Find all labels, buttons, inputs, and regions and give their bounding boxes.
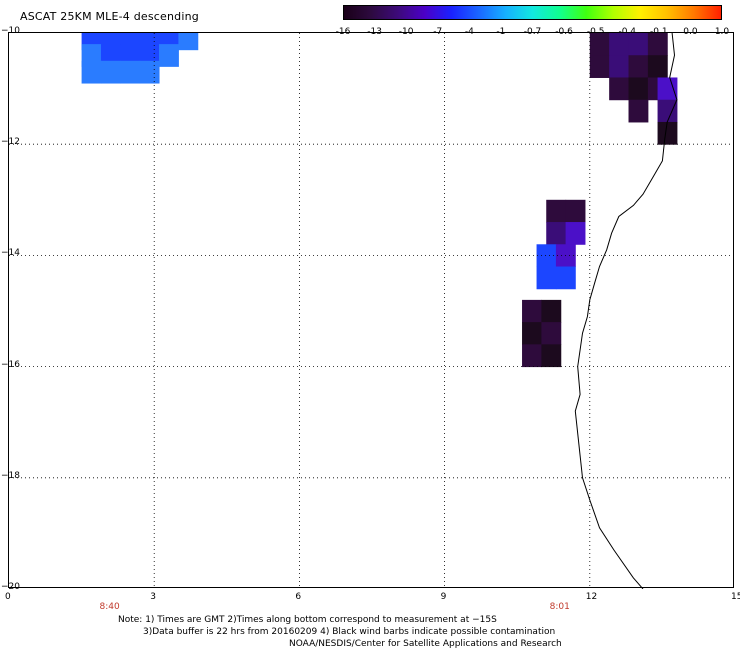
mle-cell xyxy=(522,344,542,368)
y-tick-label: −16 xyxy=(1,359,20,370)
mle-cell xyxy=(100,60,121,84)
x-tick-label: 12 xyxy=(585,592,598,602)
x-tick-label: 3 xyxy=(150,592,156,602)
mle-cell xyxy=(657,99,678,123)
mle-cell xyxy=(546,222,567,245)
mle-cell xyxy=(81,60,102,84)
x-tick-label: 0 xyxy=(5,592,11,602)
x-tick-label: 9 xyxy=(440,592,447,602)
mle-cell xyxy=(541,344,562,368)
mle-cell xyxy=(609,77,630,101)
mle-cell xyxy=(628,99,649,123)
pass-time-label: 8:40 xyxy=(99,602,120,612)
mle-cell xyxy=(536,266,557,290)
x-tick-label: 15 xyxy=(731,592,740,602)
y-tick-label: −18 xyxy=(1,470,20,481)
mle-cell xyxy=(536,244,557,268)
mle-cell xyxy=(522,322,542,345)
mle-cell xyxy=(546,199,567,223)
mle-cell xyxy=(609,33,630,56)
pass-time-label: 8:01 xyxy=(549,602,570,612)
y-tick-label: −14 xyxy=(1,248,20,259)
mle-cell xyxy=(589,55,610,78)
mle-cell xyxy=(647,55,668,78)
coastline xyxy=(574,33,678,589)
mle-cell xyxy=(589,33,610,56)
mle-cell xyxy=(139,60,160,84)
mle-cell xyxy=(120,60,141,84)
mle-cell xyxy=(541,299,562,323)
mle-cell xyxy=(657,121,678,145)
mle-cell xyxy=(565,222,586,245)
map-title: ASCAT 25KM MLE-4 descending xyxy=(20,10,199,23)
mle-cell xyxy=(609,55,630,78)
note-line-2: 3)Data buffer is 22 hrs from 20160209 4)… xyxy=(143,627,556,637)
y-tick-label: −12 xyxy=(1,137,20,148)
x-tick-label: 6 xyxy=(295,592,302,602)
mle-cell xyxy=(657,77,678,101)
mle-cell xyxy=(628,33,649,56)
mle-cell xyxy=(522,299,542,323)
mle-cell xyxy=(628,77,649,101)
mle-cell xyxy=(159,44,179,67)
mle-cell xyxy=(541,322,562,345)
map-svg xyxy=(9,33,735,589)
note-line-1: Note: 1) Times are GMT 2)Times along bot… xyxy=(118,615,497,625)
colorbar xyxy=(343,5,722,20)
map-plot-area xyxy=(8,32,735,589)
mle-cell xyxy=(565,199,586,223)
y-tick-label: −20 xyxy=(1,582,20,592)
mle-cell xyxy=(178,33,199,51)
mle-cell xyxy=(628,55,649,78)
mle-cell xyxy=(647,33,668,56)
note-line-3: NOAA/NESDIS/Center for Satellite Applica… xyxy=(289,639,562,649)
mle-cell xyxy=(555,266,576,290)
y-tick-label: −10 xyxy=(1,26,20,36)
